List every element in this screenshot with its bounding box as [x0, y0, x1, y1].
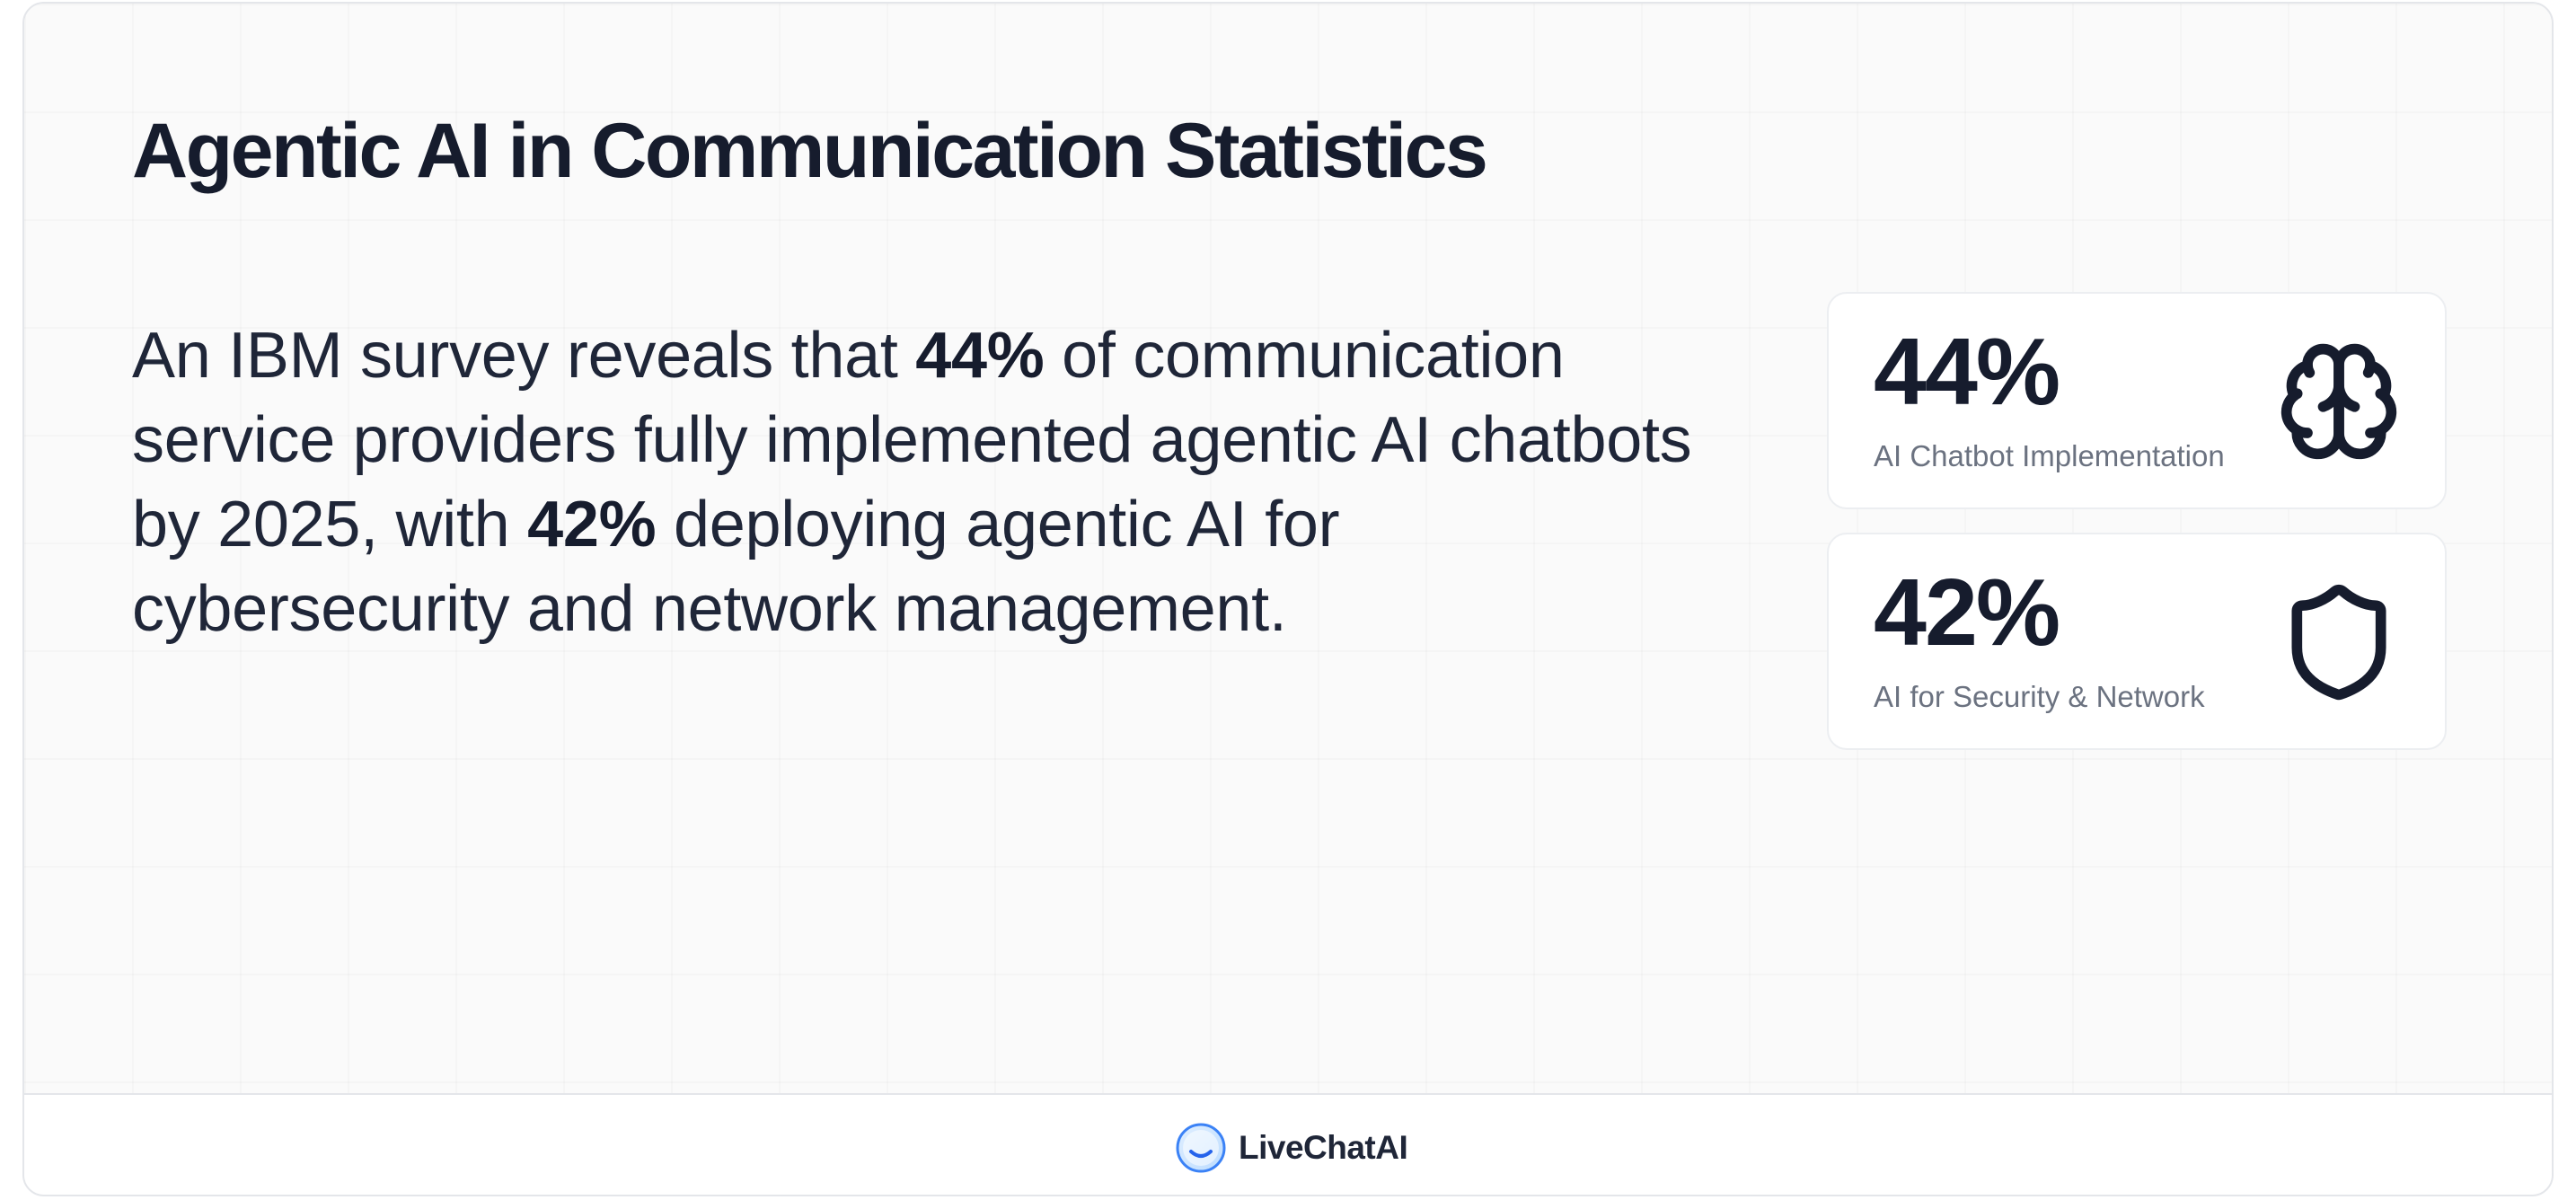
stat-value: 42% [1874, 560, 2060, 666]
description-part-2: of communication service providers fully… [132, 320, 1692, 560]
stat-label: AI for Security & Network [1874, 680, 2205, 713]
description-text: An IBM survey reveals that 44% of commun… [132, 313, 1713, 651]
stat-label: AI Chatbot Implementation [1874, 439, 2225, 472]
smile-logo-icon [1176, 1123, 1226, 1173]
content-area: Agentic AI in Communication Statistics A… [24, 4, 2552, 1093]
brain-icon [2276, 339, 2402, 464]
description-highlight-42: 42% [527, 489, 657, 560]
brand[interactable]: LiveChatAI [1176, 1123, 1408, 1173]
description-highlight-44: 44% [915, 320, 1045, 392]
infographic-card: Agentic AI in Communication Statistics A… [22, 2, 2554, 1196]
stat-card-chatbot: 44% AI Chatbot Implementation [1827, 292, 2447, 509]
shield-icon [2276, 579, 2402, 705]
stat-value: 44% [1874, 319, 2060, 425]
stat-card-security: 42% AI for Security & Network [1827, 533, 2447, 750]
description-part-1: An IBM survey reveals that [132, 320, 916, 392]
brand-name: LiveChatAI [1239, 1129, 1408, 1166]
footer: LiveChatAI [24, 1093, 2552, 1195]
page-title: Agentic AI in Communication Statistics [132, 108, 1488, 194]
description-part-3: deploying agentic AI for cybersecurity a… [132, 489, 1340, 645]
